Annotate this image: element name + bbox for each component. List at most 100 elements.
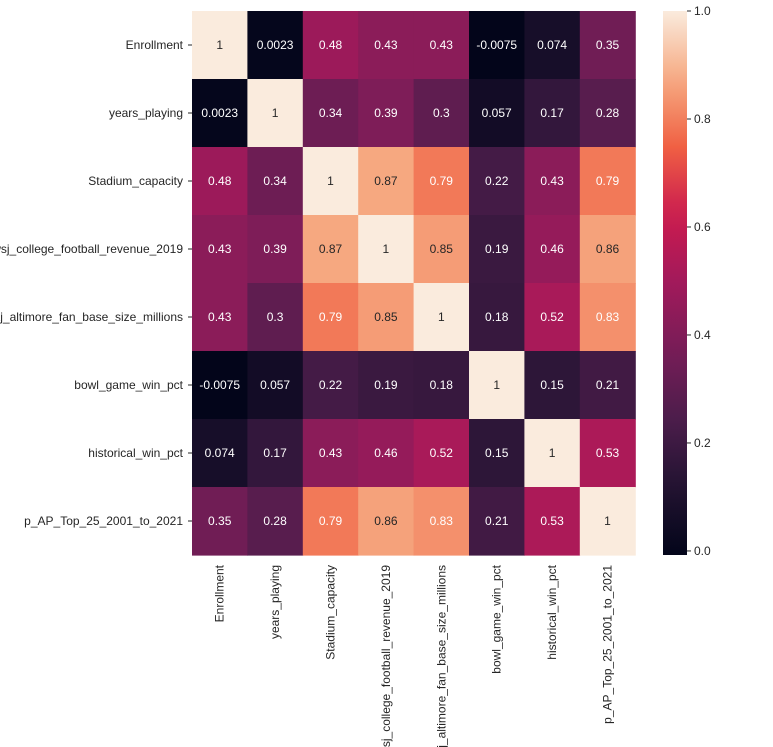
- cell-annotation: 0.43: [430, 38, 454, 52]
- y-tick-label: bowl_game_win_pct: [74, 378, 183, 392]
- cell-annotation: 1: [327, 174, 334, 188]
- heatmap-cell: [413, 283, 470, 352]
- cell-annotation: 0.46: [374, 446, 398, 460]
- cell-annotation: 1: [604, 514, 611, 528]
- heatmap-cell: [469, 215, 525, 284]
- heatmap-cell: [524, 215, 581, 284]
- cell-annotation: 0.83: [430, 514, 454, 528]
- heatmap-cell: [247, 487, 304, 556]
- cell-annotation: 0.79: [319, 310, 343, 324]
- heatmap-cell: [524, 11, 581, 80]
- cell-annotation: 0.85: [430, 242, 454, 256]
- colorbar-tick-label: 0.6: [694, 220, 711, 234]
- cell-annotation: 0.85: [374, 310, 398, 324]
- heatmap-cell: [302, 351, 359, 420]
- x-tick-label: bowl_game_win_pct: [490, 564, 504, 673]
- cell-annotation: 0.43: [208, 310, 232, 324]
- colorbar: 0.0 0.2 0.4 0.6 0.8 1.0: [663, 4, 711, 558]
- heatmap-cell: [302, 419, 359, 488]
- cell-annotation: 0.22: [485, 174, 509, 188]
- heatmap-cell: [358, 487, 415, 556]
- cell-annotation: 0.19: [374, 378, 398, 392]
- y-tick-label: Enrollment: [126, 38, 184, 52]
- heatmap-cell: [247, 147, 304, 216]
- cell-annotation: 0.15: [540, 378, 564, 392]
- heatmap-cell: [192, 79, 248, 148]
- heatmap-cell: [302, 215, 359, 284]
- colorbar-tick-label: 0.2: [694, 436, 711, 450]
- heatmap-cell: [358, 283, 415, 352]
- cell-annotation: 0.057: [260, 378, 290, 392]
- heatmap-cell: [192, 419, 248, 488]
- heatmap-cell: [192, 283, 248, 352]
- heatmap-cell: [192, 351, 248, 420]
- colorbar-gradient: [663, 11, 687, 555]
- heatmap-cell: [524, 351, 581, 420]
- cell-annotation: 0.39: [263, 242, 287, 256]
- heatmap-cell: [247, 215, 304, 284]
- cell-annotation: 0.87: [374, 174, 398, 188]
- y-tick-label: years_playing: [109, 106, 183, 120]
- heatmap-cell: [579, 351, 636, 420]
- y-tick-label: wsj_college_football_revenue_2019: [0, 242, 183, 256]
- cell-annotation: 0.34: [319, 106, 343, 120]
- x-tick-label: historical_win_pct: [545, 564, 559, 659]
- cell-annotation: 0.87: [319, 242, 343, 256]
- cell-annotation: 1: [272, 106, 279, 120]
- cell-annotation: 0.21: [596, 378, 620, 392]
- heatmap-cell: [469, 283, 525, 352]
- cell-annotation: 0.48: [208, 174, 232, 188]
- heatmap-cell: [192, 215, 248, 284]
- cell-annotation: 1: [216, 38, 223, 52]
- heatmap-cell: [247, 79, 304, 148]
- heatmap-cell: [469, 79, 525, 148]
- cell-annotation: -0.0075: [476, 38, 517, 52]
- x-tick-label: tj_altimore_fan_base_size_millions: [434, 565, 448, 747]
- colorbar-tick-label: 0.8: [694, 112, 711, 126]
- heatmap-cell: [524, 487, 581, 556]
- heatmap-cell: [524, 147, 581, 216]
- heatmap-cell: [302, 11, 359, 80]
- heatmap-cell: [524, 79, 581, 148]
- cell-annotation: 1: [438, 310, 445, 324]
- cell-annotation: 0.52: [540, 310, 564, 324]
- cell-annotation: 0.79: [319, 514, 343, 528]
- heatmap-cell: [192, 147, 248, 216]
- cell-annotation: 0.22: [319, 378, 343, 392]
- cell-annotation: 0.43: [540, 174, 564, 188]
- cell-annotation: 0.0023: [201, 106, 238, 120]
- cell-annotation: 1: [549, 446, 556, 460]
- heatmap-cell: [469, 351, 525, 420]
- cell-annotation: 0.17: [263, 446, 287, 460]
- heatmap-cell: [469, 419, 525, 488]
- heatmap-cell: [413, 215, 470, 284]
- y-tick-label: Stadium_capacity: [88, 174, 183, 188]
- cell-annotation: 0.15: [485, 446, 509, 460]
- cell-annotation: 0.3: [267, 310, 284, 324]
- heatmap-cell: [413, 351, 470, 420]
- heatmap-cell: [524, 283, 581, 352]
- heatmap-cell: [358, 419, 415, 488]
- y-tick-label: historical_win_pct: [88, 446, 183, 460]
- cell-annotation: 0.18: [430, 378, 454, 392]
- heatmap-cell: [579, 419, 636, 488]
- x-tick-label: p_AP_Top_25_2001_to_2021: [601, 565, 615, 724]
- cell-annotation: 0.3: [433, 106, 450, 120]
- heatmap-cell: [579, 283, 636, 352]
- cell-annotation: 0.43: [319, 446, 343, 460]
- heatmap-cell: [247, 419, 304, 488]
- heatmap-cell: [358, 215, 415, 284]
- x-tick-label: years_playing: [268, 565, 282, 639]
- cell-annotation: 0.46: [540, 242, 564, 256]
- heatmap-cell: [579, 487, 636, 556]
- cell-annotation: 0.0023: [257, 38, 294, 52]
- colorbar-tick-label: 0.0: [694, 544, 711, 558]
- cell-annotation: 0.17: [540, 106, 564, 120]
- cell-annotation: 0.057: [482, 106, 512, 120]
- cell-annotation: 0.53: [596, 446, 620, 460]
- x-tick-label: Stadium_capacity: [324, 565, 338, 660]
- cell-annotation: 0.52: [430, 446, 454, 460]
- cell-annotation: 0.83: [596, 310, 620, 324]
- heatmap-cell: [579, 79, 636, 148]
